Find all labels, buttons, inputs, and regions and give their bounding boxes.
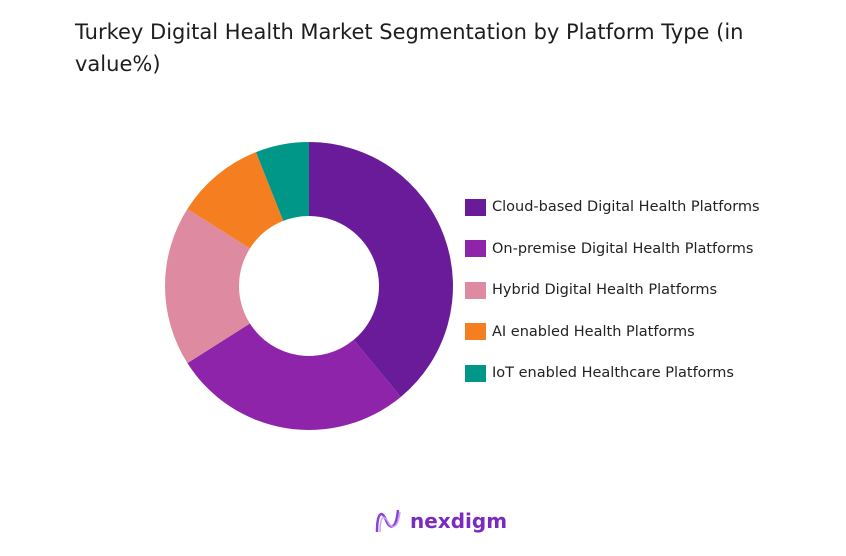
legend-swatch [465,198,486,216]
legend-item: Hybrid Digital Health Platforms [465,280,760,300]
legend-item: AI enabled Health Platforms [465,322,760,342]
legend-swatch [465,281,486,299]
legend-item: On-premise Digital Health Platforms [465,239,760,259]
nexdigm-logo: nexdigm [374,508,507,534]
legend-label: On-premise Digital Health Platforms [492,240,754,257]
legend-swatch [465,364,486,382]
legend-label: Cloud-based Digital Health Platforms [492,199,760,215]
nexdigm-logo-icon [375,509,401,533]
brand-name: nexdigm [410,509,508,533]
legend: Cloud-based Digital Health Platforms On-p… [465,197,760,405]
legend-swatch [465,240,486,257]
legend-item: Cloud-based Digital Health Platforms [465,197,760,217]
legend-label: Hybrid Digital Health Platforms [492,282,718,298]
donut-slice-2 [187,323,401,431]
chart-title: Turkey Digital Health Market Segmentatio… [75,20,744,76]
donut-slice-4 [187,152,284,249]
legend-label: IoT enabled Healthcare Platforms [492,365,734,381]
donut-slice-5 [255,142,309,221]
legend-swatch [465,323,486,340]
donut-slice-3 [165,208,250,364]
donut-slice-1 [309,142,453,397]
legend-item: IoT enabled Healthcare Platforms [465,363,760,383]
legend-label: AI enabled Health Platforms [492,323,695,340]
